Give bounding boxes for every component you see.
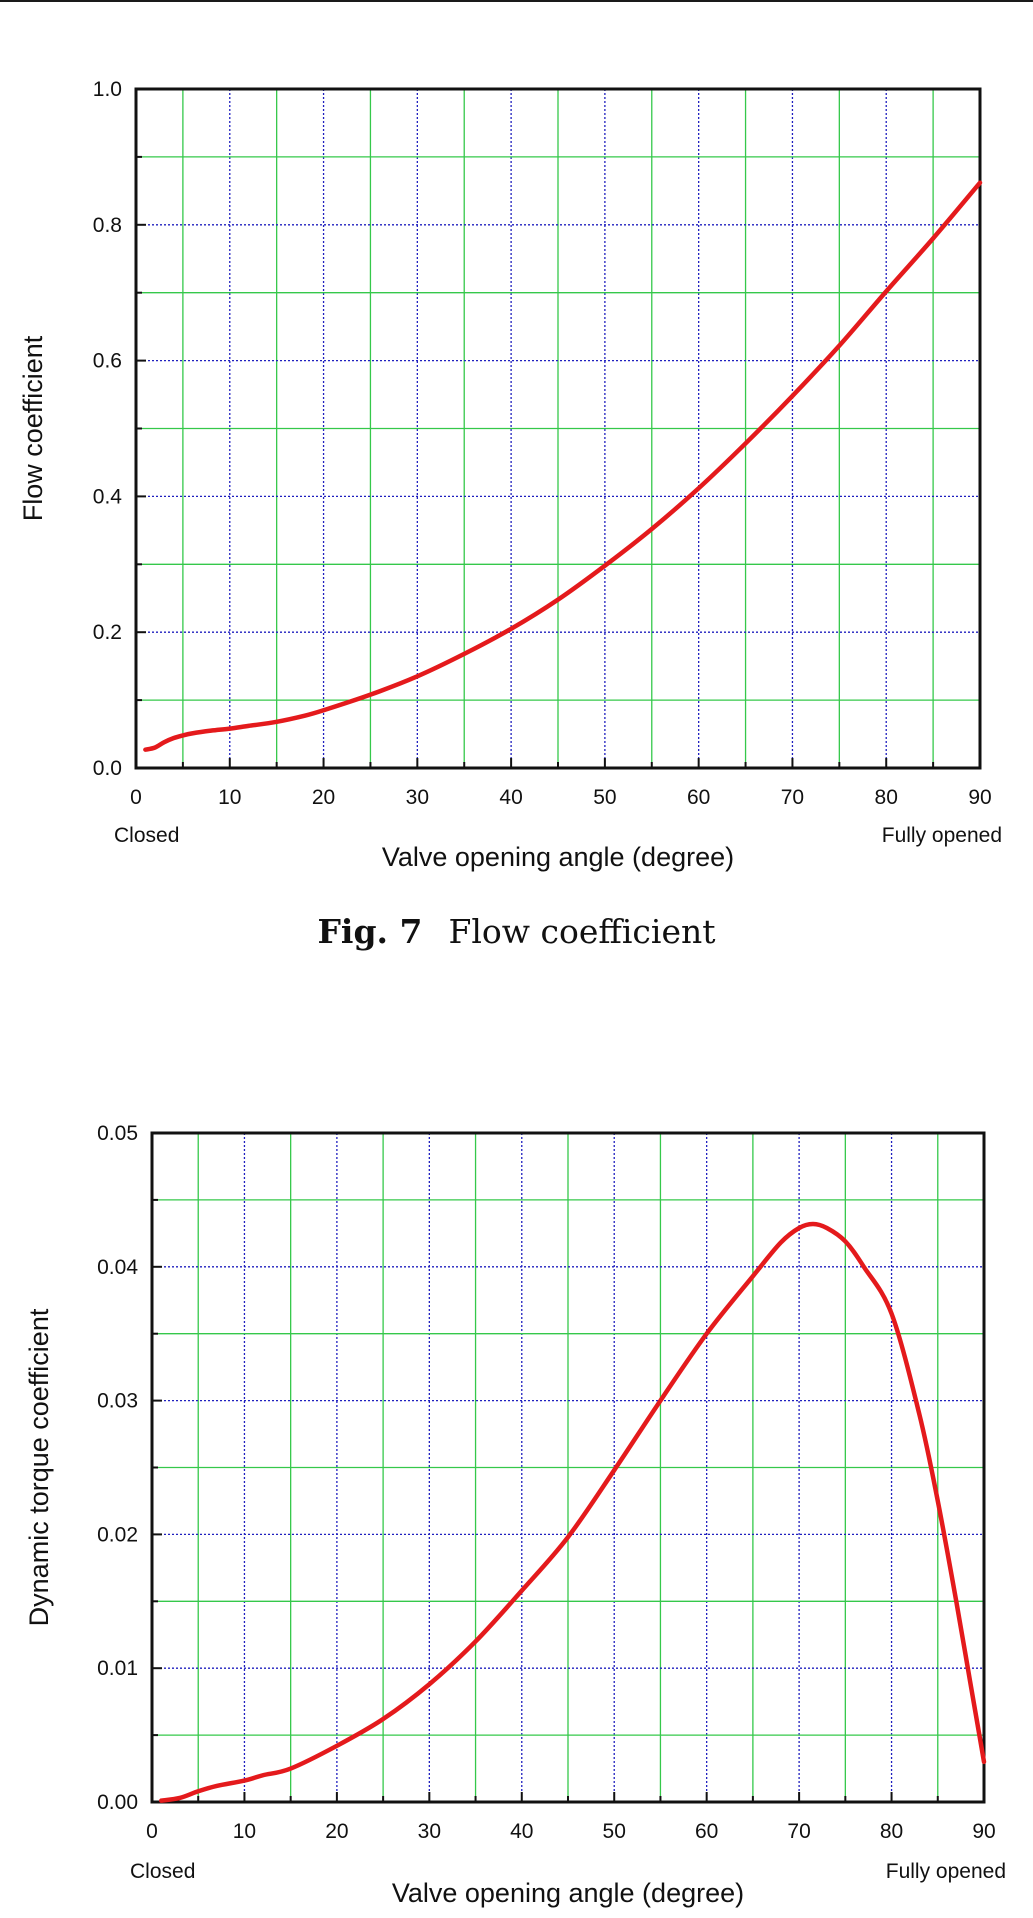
c1-x-tick-label: 60 [687,786,710,809]
c1-x-tick-label: 50 [593,786,616,809]
c2-x-tick-label: 10 [233,1820,256,1843]
c1-x-right-end-label: Fully opened [882,824,1002,847]
c2-x-tick-label: 70 [787,1820,810,1843]
c2-x-tick-label: 60 [695,1820,718,1843]
c2-series-line [158,1221,987,1803]
c1-x-tick-label: 90 [968,786,991,809]
c2-x-tick-label: 90 [972,1820,995,1843]
c1-y-tick-label: 0.8 [93,214,122,237]
c1-x-left-end-label: Closed [114,824,179,847]
c2-x-axis-label: Valve opening angle (degree) [392,1878,744,1908]
c1-x-axis-label: Valve opening angle (degree) [382,842,734,872]
c2-x-tick-label: 80 [880,1820,903,1843]
c2-x-tick-label: 0 [146,1820,158,1843]
c2-x-tick-label: 50 [603,1820,626,1843]
figure-caption: Fig. 7 Flow coefficient [0,912,1033,951]
c1-x-tick-label: 10 [218,786,241,809]
c2-x-tick-label: 20 [325,1820,348,1843]
c1-x-tick-label: 40 [499,786,522,809]
c1-y-tick-label: 0.6 [93,350,122,373]
c1-y-tick-label: 0.2 [93,621,122,644]
page-top-rule [0,0,1033,2]
c2-x-left-end-label: Closed [130,1860,195,1883]
c1-y-tick-label: 0.4 [93,485,123,508]
c1-x-tick-label: 30 [406,786,429,809]
c2-y-tick-label: 0.04 [97,1256,138,1279]
c1-y-tick-label: 1.0 [93,78,122,101]
c2-y-tick-label: 0.02 [97,1523,138,1546]
c1-x-tick-label: 0 [130,786,142,809]
c2-y-tick-label: 0.00 [97,1791,138,1814]
figure-title: Flow coefficient [448,912,716,951]
c1-x-tick-label: 70 [781,786,804,809]
flow-coefficient-chart: 0 10 20 30 40 50 60 70 80 90 0.0 0.2 0.4 0.6 0.8 1.0 Clo… [18,78,1002,872]
c2-x-tick-label: 40 [510,1820,533,1843]
c2-x-tick-label: 30 [418,1820,441,1843]
c2-y-axis-label: Dynamic torque coefficient [24,1308,54,1626]
figure-number: Fig. 7 [317,912,423,951]
c1-y-tick-label: 0.0 [93,757,122,780]
c2-y-tick-label: 0.03 [97,1390,138,1413]
c1-x-tick-label: 20 [312,786,335,809]
c1-x-tick-label: 80 [875,786,898,809]
c1-y-axis-label: Flow coefficient [18,335,48,521]
c2-x-right-end-label: Fully opened [886,1860,1006,1883]
c1-series-line [143,180,983,752]
c2-y-tick-label: 0.01 [97,1657,138,1680]
c2-y-tick-label: 0.05 [97,1122,138,1145]
